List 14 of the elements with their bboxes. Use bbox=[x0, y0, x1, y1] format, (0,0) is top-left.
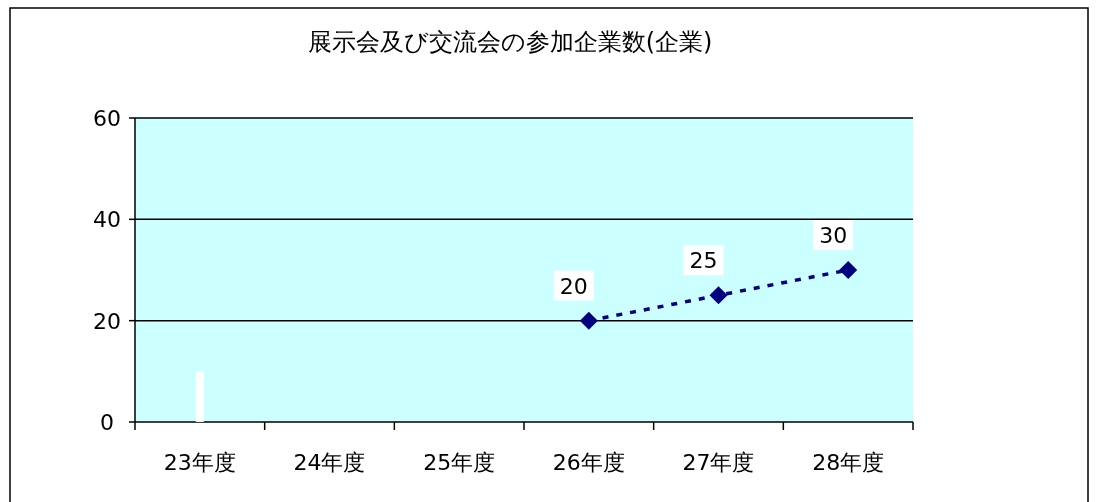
y-tick-label: 60 bbox=[93, 106, 121, 131]
data-label: 20 bbox=[559, 273, 588, 299]
x-tick-label: 27年度 bbox=[682, 450, 755, 475]
x-tick-label: 28年度 bbox=[812, 450, 885, 475]
y-tick-label: 40 bbox=[93, 207, 121, 233]
x-tick-label: 23年度 bbox=[163, 450, 236, 475]
data-label: 30 bbox=[819, 223, 848, 248]
data-label: 25 bbox=[689, 248, 718, 274]
y-tick-label: 20 bbox=[93, 308, 121, 334]
x-tick-label: 26年度 bbox=[552, 450, 625, 475]
y-tick-label: 0 bbox=[100, 410, 114, 435]
x-tick-label: 24年度 bbox=[293, 450, 366, 475]
chart-title: 展示会及び交流会の参加企業数(企業) bbox=[307, 28, 713, 56]
x-tick-label: 25年度 bbox=[423, 450, 496, 475]
